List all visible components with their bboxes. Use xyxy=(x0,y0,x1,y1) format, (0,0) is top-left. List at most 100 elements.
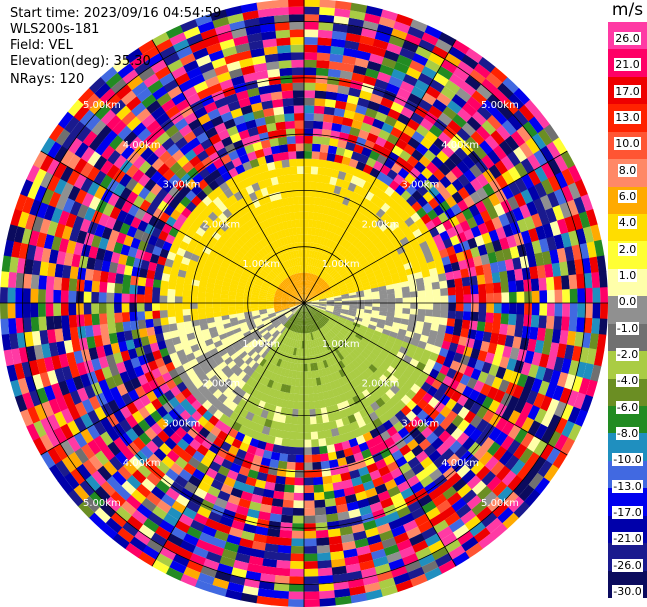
velocity-gate xyxy=(281,507,294,516)
velocity-gate xyxy=(372,303,380,308)
velocity-gate xyxy=(368,53,385,65)
velocity-gate xyxy=(343,323,352,330)
velocity-gate xyxy=(361,337,370,345)
velocity-gate xyxy=(527,405,541,421)
velocity-gate xyxy=(484,352,495,365)
velocity-gate xyxy=(501,119,517,137)
velocity-gate xyxy=(83,313,93,327)
velocity-gate xyxy=(462,346,473,358)
velocity-gate xyxy=(399,384,411,395)
velocity-gate xyxy=(515,314,525,327)
velocity-gate xyxy=(300,356,304,364)
velocity-gate xyxy=(374,326,384,334)
velocity-gate xyxy=(363,238,372,248)
velocity-gate xyxy=(446,453,460,468)
velocity-gate xyxy=(326,277,334,284)
velocity-gate xyxy=(460,327,470,339)
velocity-gate xyxy=(280,75,293,84)
velocity-gate xyxy=(332,23,349,33)
velocity-gate xyxy=(288,0,305,8)
velocity-gate xyxy=(346,165,357,176)
velocity-gate xyxy=(271,498,284,508)
velocity-gate xyxy=(429,124,444,138)
velocity-gate xyxy=(359,90,373,101)
velocity-gate xyxy=(417,340,427,350)
velocity-gate xyxy=(442,106,458,121)
velocity-gate xyxy=(358,271,367,279)
velocity-gate xyxy=(428,143,442,157)
velocity-gate xyxy=(361,207,372,218)
velocity-gate xyxy=(415,143,429,156)
velocity-gate xyxy=(386,365,397,375)
velocity-gate xyxy=(182,302,191,310)
velocity-gate xyxy=(347,314,356,320)
velocity-gate xyxy=(329,318,337,324)
velocity-gate xyxy=(323,273,330,281)
velocity-gate xyxy=(490,130,506,146)
velocity-gate xyxy=(527,153,542,171)
colorbar-tick-text: 13.0 xyxy=(614,111,641,124)
velocity-gate xyxy=(130,275,139,286)
velocity-gate xyxy=(348,235,357,245)
velocity-gate xyxy=(385,388,396,400)
velocity-gate xyxy=(358,154,370,165)
velocity-gate xyxy=(294,120,305,129)
velocity-gate xyxy=(300,226,305,235)
velocity-gate xyxy=(592,287,601,304)
velocity-gate xyxy=(546,303,555,317)
velocity-gate xyxy=(448,215,460,228)
velocity-gate xyxy=(280,151,290,161)
velocity-gate xyxy=(356,232,366,241)
velocity-gate xyxy=(309,307,317,313)
velocity-gate xyxy=(523,375,536,391)
velocity-gate xyxy=(271,597,289,607)
velocity-gate xyxy=(461,122,477,137)
velocity-gate xyxy=(581,257,592,275)
velocity-gate xyxy=(360,278,370,285)
velocity-gate xyxy=(458,336,468,347)
velocity-gate xyxy=(584,287,593,304)
velocity-gate xyxy=(404,33,422,47)
velocity-gate xyxy=(567,406,581,425)
velocity-gate xyxy=(320,136,331,146)
velocity-gate xyxy=(304,181,311,190)
velocity-gate xyxy=(354,284,363,290)
velocity-gate xyxy=(296,439,304,448)
velocity-gate xyxy=(542,367,554,384)
velocity-gate xyxy=(491,354,503,367)
velocity-gate xyxy=(319,299,327,302)
velocity-gate xyxy=(349,257,358,265)
velocity-gate xyxy=(314,286,321,293)
velocity-gate xyxy=(455,251,466,262)
velocity-gate xyxy=(311,298,319,302)
velocity-gate xyxy=(371,310,380,316)
velocity-gate xyxy=(469,191,482,205)
velocity-gate xyxy=(484,219,496,233)
velocity-gate xyxy=(568,316,578,333)
velocity-gate xyxy=(501,292,510,304)
velocity-gate xyxy=(551,329,561,344)
velocity-gate xyxy=(402,125,417,138)
velocity-gate xyxy=(367,324,377,331)
velocity-gate xyxy=(396,246,406,255)
velocity-gate xyxy=(598,318,608,336)
velocity-gate xyxy=(292,515,304,524)
velocity-gate xyxy=(394,312,403,319)
velocity-gate xyxy=(460,240,471,252)
instrument-label: WLS200s-181 xyxy=(10,22,100,37)
velocity-gate xyxy=(593,239,605,258)
velocity-gate xyxy=(430,323,440,332)
velocity-gate xyxy=(354,240,364,250)
velocity-gate xyxy=(410,338,420,347)
velocity-gate xyxy=(422,276,432,285)
velocity-gate xyxy=(518,104,535,122)
velocity-gate xyxy=(319,197,327,207)
velocity-gate xyxy=(145,277,154,288)
velocity-gate xyxy=(338,219,346,229)
velocity-gate xyxy=(352,65,368,76)
velocity-gate xyxy=(418,39,436,53)
velocity-gate xyxy=(275,29,291,39)
velocity-gate xyxy=(446,139,461,153)
velocity-gate xyxy=(307,289,311,297)
velocity-gate xyxy=(283,105,295,115)
